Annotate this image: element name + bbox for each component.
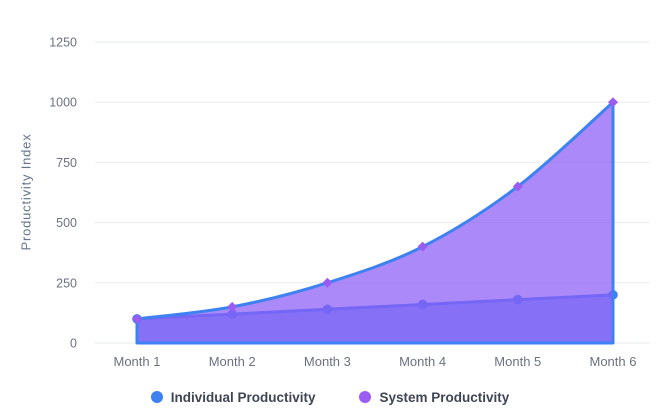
system-marker[interactable] (132, 313, 142, 324)
legend-dot-individual-icon (150, 391, 163, 403)
chart-legend: Individual Productivity System Productiv… (0, 385, 660, 409)
system-marker[interactable] (227, 301, 238, 312)
system-marker[interactable] (417, 241, 428, 252)
y-tick-label: 1000 (49, 96, 77, 110)
x-tick-label: Month 1 (114, 354, 161, 369)
system-marker[interactable] (512, 181, 523, 192)
system-marker[interactable] (608, 97, 618, 108)
y-axis-title: Productivity Index (18, 133, 34, 251)
x-tick-label: Month 3 (304, 354, 351, 369)
legend-item-system[interactable]: System Productivity (359, 390, 509, 405)
x-tick-label: Month 5 (494, 354, 541, 369)
system-area (137, 102, 613, 343)
x-tick-label: Month 4 (399, 354, 446, 369)
y-tick-label: 1250 (49, 36, 77, 50)
legend-dot-system-icon (359, 391, 372, 403)
y-tick-label: 750 (56, 156, 77, 170)
legend-item-individual[interactable]: Individual Productivity (150, 389, 316, 405)
legend-label-individual: Individual Productivity (170, 389, 316, 405)
legend-label-system: System Productivity (379, 389, 510, 405)
x-tick-label: Month 6 (590, 354, 637, 369)
system-marker[interactable] (322, 277, 333, 288)
y-tick-label: 250 (56, 276, 77, 290)
y-tick-label: 500 (56, 216, 77, 230)
y-tick-label: 0 (70, 337, 77, 351)
x-tick-label: Month 2 (209, 354, 256, 369)
